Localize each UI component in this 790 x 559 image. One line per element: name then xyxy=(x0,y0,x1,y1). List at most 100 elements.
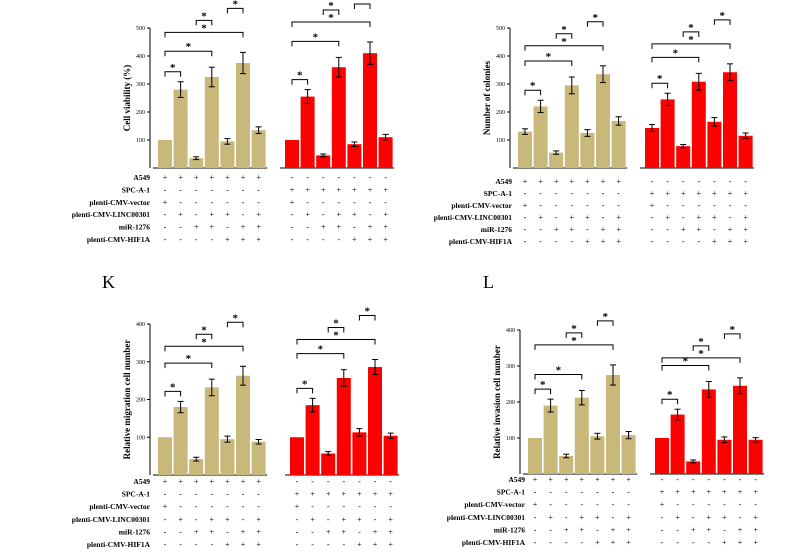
condition-sign: + xyxy=(290,185,295,194)
condition-sign: + xyxy=(225,210,230,219)
significance-bracket xyxy=(524,45,604,51)
condition-sign: + xyxy=(305,185,310,194)
condition-sign: - xyxy=(195,210,198,219)
significance-star: * xyxy=(297,70,303,82)
condition-sign: + xyxy=(616,237,621,246)
bar xyxy=(173,89,188,168)
condition-sign: - xyxy=(226,490,229,499)
condition-row-label: plenti-CMV-LINC00301 xyxy=(72,515,150,524)
bar xyxy=(236,375,250,475)
y-axis-label: Relative invasion cell number xyxy=(492,345,502,459)
condition-sign: - xyxy=(369,210,372,219)
condition-sign: + xyxy=(256,540,261,549)
condition-sign: + xyxy=(570,225,575,234)
condition-sign: - xyxy=(713,177,716,186)
significance-bracket xyxy=(586,21,604,27)
condition-sign: - xyxy=(602,189,605,198)
condition-sign: - xyxy=(257,185,260,194)
condition-sign: + xyxy=(611,538,616,547)
condition-sign: - xyxy=(257,502,260,511)
bar xyxy=(733,385,747,474)
significance-star: * xyxy=(333,317,339,329)
bar xyxy=(518,131,532,168)
condition-sign: + xyxy=(585,177,590,186)
condition-sign: - xyxy=(322,173,325,182)
condition-sign: - xyxy=(327,477,330,486)
condition-sign: + xyxy=(538,213,543,222)
condition-sign: + xyxy=(256,477,261,486)
condition-sign: - xyxy=(651,225,654,234)
y-tick-label: 500 xyxy=(136,26,145,32)
condition-sign: - xyxy=(311,477,314,486)
condition-sign: + xyxy=(728,237,733,246)
condition-sign: + xyxy=(163,198,168,207)
condition-sign: + xyxy=(225,540,230,549)
condition-sign: - xyxy=(744,177,747,186)
condition-sign: + xyxy=(538,177,543,186)
significance-bracket xyxy=(534,344,614,350)
condition-row-label: plenti-CMV-HIF1A xyxy=(449,237,513,246)
condition-sign: - xyxy=(291,210,294,219)
condition-sign: + xyxy=(712,189,717,198)
y-axis-label: Number of colonies xyxy=(482,60,492,135)
significance-bracket xyxy=(226,321,244,328)
condition-sign: - xyxy=(661,475,664,484)
condition-sign: + xyxy=(225,515,230,524)
condition-sign: - xyxy=(358,477,361,486)
condition-sign: - xyxy=(226,527,229,536)
condition-sign: + xyxy=(352,235,357,244)
bar xyxy=(189,459,204,475)
condition-sign: - xyxy=(666,237,669,246)
condition-sign: - xyxy=(754,500,757,509)
condition-sign: - xyxy=(242,210,245,219)
condition-sign: - xyxy=(389,502,392,511)
significance-bracket xyxy=(555,33,573,39)
condition-sign: + xyxy=(256,235,261,244)
significance-bracket xyxy=(723,333,741,339)
condition-sign: - xyxy=(195,515,198,524)
condition-sign: + xyxy=(241,540,246,549)
condition-sign: - xyxy=(210,185,213,194)
condition-sign: - xyxy=(754,475,757,484)
condition-sign: - xyxy=(676,538,679,547)
bar xyxy=(748,439,763,474)
condition-sign: + xyxy=(611,475,616,484)
condition-sign: - xyxy=(627,488,630,497)
significance-bracket xyxy=(327,326,345,333)
y-tick-label: 200 xyxy=(136,398,145,404)
condition-sign: - xyxy=(337,173,340,182)
bar xyxy=(606,375,620,474)
condition-sign: - xyxy=(342,502,345,511)
y-tick-label: 500 xyxy=(496,26,505,32)
bar xyxy=(533,106,548,168)
condition-sign: + xyxy=(373,540,378,549)
condition-sign: - xyxy=(586,225,589,234)
bar xyxy=(738,135,753,168)
condition-sign: - xyxy=(524,225,527,234)
condition-sign: - xyxy=(226,223,229,232)
condition-row-label: A549 xyxy=(508,475,525,484)
condition-sign: + xyxy=(352,185,357,194)
y-tick-label: 200 xyxy=(506,400,515,406)
condition-sign: - xyxy=(179,540,182,549)
condition-sign: + xyxy=(601,177,606,186)
condition-sign: + xyxy=(616,213,621,222)
condition-sign: - xyxy=(291,223,294,232)
chart-panel-4: L 100 200 300 400 Relative invasion cell numb… xyxy=(447,272,765,547)
condition-sign: - xyxy=(327,540,330,549)
y-tick-label: 200 xyxy=(496,110,505,116)
condition-sign: + xyxy=(368,235,373,244)
condition-sign: + xyxy=(163,477,168,486)
condition-row-label: plenti-CMV-LINC00301 xyxy=(434,213,512,222)
bar xyxy=(543,405,558,474)
condition-sign: + xyxy=(675,513,680,522)
significance-star: * xyxy=(683,355,689,367)
significance-star: * xyxy=(333,329,339,341)
condition-sign: + xyxy=(241,527,246,536)
condition-row-label: plenti-CMV-vector xyxy=(89,502,150,511)
condition-sign: - xyxy=(210,198,213,207)
condition-sign: - xyxy=(179,198,182,207)
bar xyxy=(383,435,398,475)
y-axis-label: Cell viability (%) xyxy=(122,65,132,132)
significance-bracket xyxy=(322,9,340,15)
